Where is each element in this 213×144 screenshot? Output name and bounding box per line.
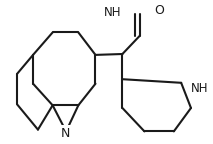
Text: NH: NH [104,6,121,19]
Text: O: O [154,4,164,17]
Text: N: N [61,127,70,140]
Text: NH: NH [191,82,209,95]
